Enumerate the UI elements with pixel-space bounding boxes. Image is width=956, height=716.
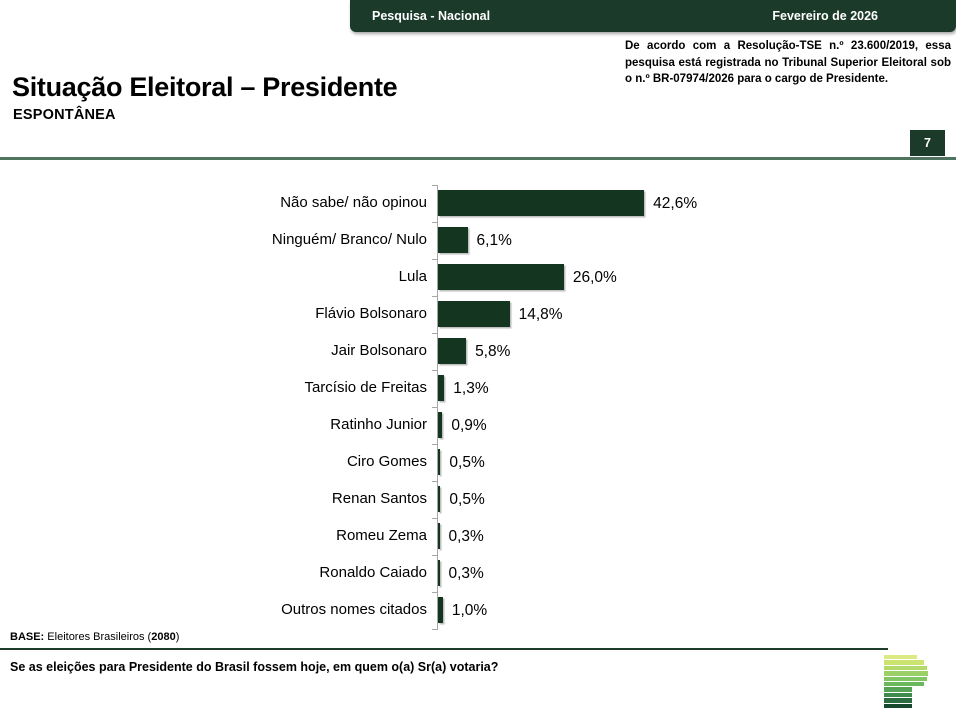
category-label: Tarcísio de Freitas (304, 379, 427, 396)
axis-tick (432, 259, 437, 260)
bar-value-label: 0,9% (451, 417, 487, 434)
base-note: BASE: Eleitores Brasileiros (2080) (10, 631, 179, 643)
bar (438, 227, 468, 253)
bar (438, 190, 645, 216)
bar-value-label: 0,5% (449, 491, 485, 508)
axis-tick (432, 444, 437, 445)
footer-divider-line (0, 648, 888, 650)
logo-bar (884, 692, 912, 698)
bar (438, 523, 440, 549)
axis-tick (432, 370, 437, 371)
tse-registration-note: De acordo com a Resolução-TSE n.º 23.600… (625, 40, 951, 86)
axis-tick (432, 407, 437, 408)
category-label: Ninguém/ Branco/ Nulo (271, 231, 427, 248)
bar-value-label: 0,3% (448, 565, 484, 582)
bar (438, 560, 440, 586)
axis-tick (432, 592, 437, 593)
chart-y-axis (437, 185, 438, 630)
bar-value-label: 5,8% (475, 343, 511, 360)
logo-bar (884, 676, 927, 681)
axis-tick (432, 481, 437, 482)
base-note-count: 2080 (151, 631, 176, 643)
page-number-badge: 7 (910, 130, 945, 156)
bar-value-label: 1,3% (453, 380, 489, 397)
page-subtitle: ESPONTÂNEA (13, 107, 116, 123)
logo-bar (884, 703, 912, 708)
bar-value-label: 14,8% (518, 306, 563, 323)
page-title: Situação Eleitoral – Presidente (12, 72, 398, 102)
category-label: Ratinho Junior (330, 416, 427, 433)
category-label: Não sabe/ não opinou (280, 194, 427, 211)
axis-tick (432, 296, 437, 297)
category-label: Flávio Bolsonaro (315, 305, 427, 322)
bar (438, 412, 443, 438)
pesquisa-p-bars-logo-icon (884, 655, 934, 711)
category-label: Ronaldo Caiado (319, 564, 427, 581)
axis-tick (432, 518, 437, 519)
bar (438, 338, 467, 364)
category-label: Jair Bolsonaro (331, 342, 427, 359)
logo-bar (884, 671, 928, 676)
axis-tick (432, 333, 437, 334)
bar-value-label: 42,6% (653, 195, 698, 212)
bar-value-label: 6,1% (476, 232, 512, 249)
category-label: Ciro Gomes (346, 453, 427, 470)
logo-bar (884, 687, 912, 692)
category-label: Renan Santos (331, 490, 427, 507)
logo-bar (884, 665, 927, 671)
base-note-prefix: BASE: (10, 631, 45, 643)
bar-value-label: 0,3% (448, 528, 484, 545)
bar (438, 301, 510, 327)
header-bar: Pesquisa - Nacional Fevereiro de 2026 (350, 0, 956, 32)
bar-value-label: 1,0% (451, 602, 488, 619)
bar (438, 449, 441, 475)
category-label: Outros nomes citados (281, 601, 427, 618)
header-date-label: Fevereiro de 2026 (772, 9, 878, 23)
bar-value-label: 0,5% (449, 454, 485, 471)
bar (438, 486, 441, 512)
axis-tick (432, 185, 437, 186)
logo-bar (884, 660, 924, 665)
category-label: Lula (398, 268, 427, 285)
bar (438, 264, 564, 290)
title-divider-line (0, 157, 956, 160)
base-note-suffix: ) (175, 631, 180, 643)
bar-value-label: 26,0% (572, 269, 617, 286)
survey-question: Se as eleições para Presidente do Brasil… (10, 660, 499, 674)
logo-bar (884, 681, 924, 687)
header-survey-scope-label: Pesquisa - Nacional (372, 9, 491, 23)
logo-bar (884, 698, 912, 703)
bar (438, 597, 443, 623)
logo-bar (884, 655, 917, 660)
axis-tick (432, 222, 437, 223)
base-note-middle: Eleitores Brasileiros ( (44, 631, 152, 643)
axis-tick (432, 629, 437, 630)
category-label: Romeu Zema (336, 527, 427, 544)
bar (438, 375, 445, 401)
axis-tick (432, 555, 437, 556)
